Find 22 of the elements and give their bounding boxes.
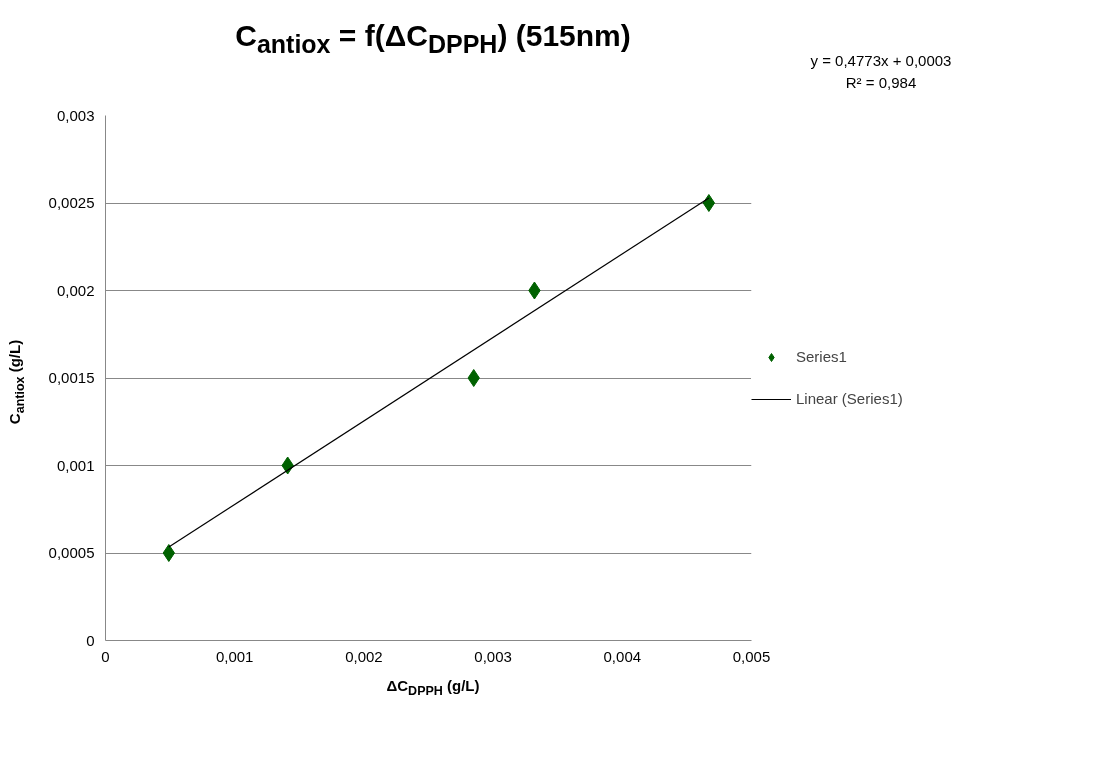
legend-label: Series1: [796, 348, 847, 365]
x-tick-label: 0,002: [345, 647, 383, 665]
point: [702, 194, 716, 212]
y-tick-label: 0,003: [56, 106, 95, 124]
legend-label: Linear (Series1): [796, 390, 903, 407]
x-tick-label: 0,003: [474, 647, 512, 665]
point: [162, 544, 175, 562]
chart-title: C$_{antiox}$ = f(ΔC$_{DPPH}$) (515nm): [234, 18, 632, 60]
text: R² = 0,984: [844, 73, 918, 93]
point: [467, 369, 480, 387]
x-tick-label: 0,004: [603, 647, 642, 665]
x-tick-label: 0: [101, 647, 110, 665]
x-axis-title: ΔC$_{DPPH}$ (g/L): [385, 676, 481, 700]
x-tick-label: 0,005: [732, 647, 771, 665]
x-tick-label: 0,001: [215, 647, 254, 665]
y-tick-label: 0,0015: [48, 369, 95, 386]
y-tick-label: 0,002: [56, 281, 95, 299]
text: y = 0,4773x + 0,0003: [809, 51, 953, 71]
y-tick-label: 0,001: [56, 456, 95, 474]
y-tick-label: 0: [86, 631, 95, 649]
y-tick-label: 0,0025: [48, 194, 95, 211]
y-tick-label: 0,0005: [48, 544, 95, 561]
